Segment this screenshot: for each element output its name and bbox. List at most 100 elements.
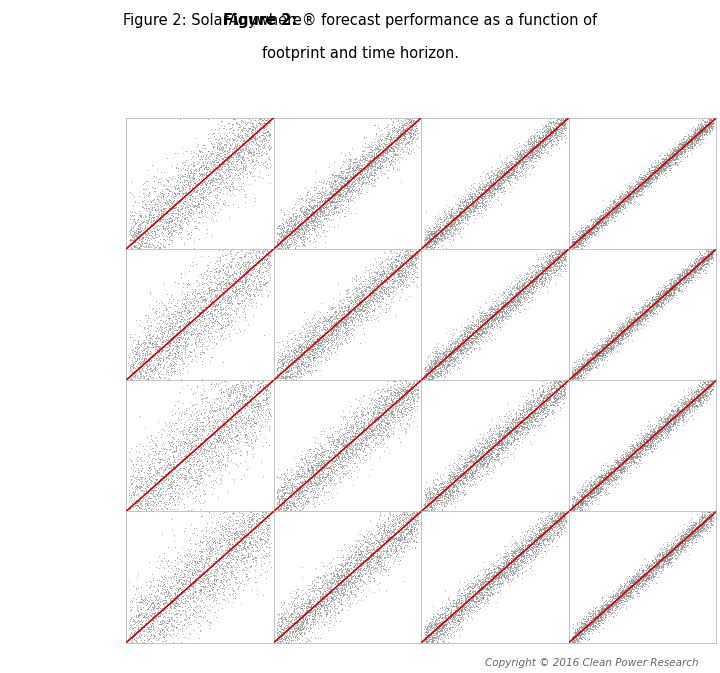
Point [132,226,143,237]
Point [587,219,598,229]
Point [190,440,202,451]
Point [284,240,296,251]
Point [472,456,483,466]
Point [309,470,320,481]
Point [599,340,611,351]
Point [485,180,497,191]
Point [645,177,657,188]
Point [693,128,705,139]
Point [347,180,359,191]
Point [650,293,662,304]
Point [399,123,410,134]
Point [390,398,402,409]
Point [515,537,526,548]
Point [231,539,243,550]
Point [532,145,544,156]
Point [530,143,541,154]
Point [300,481,311,492]
Point [553,511,564,522]
Point [571,243,582,254]
Point [612,201,624,211]
Point [434,369,446,380]
Point [367,409,379,419]
Point [159,592,171,602]
Point [529,269,541,280]
Point [619,455,631,466]
Point [276,370,287,381]
Point [490,423,501,434]
Point [139,367,150,378]
Point [192,618,204,629]
Point [300,619,312,630]
Point [317,444,328,455]
Point [336,584,347,595]
Point [675,396,686,407]
Point [190,315,202,326]
Point [675,411,686,422]
Point [271,630,282,641]
Point [447,211,459,222]
Point [670,282,681,293]
Point [184,316,195,326]
Point [448,595,459,606]
Point [655,553,667,564]
Point [543,523,554,534]
Point [652,559,664,570]
Point [395,384,407,395]
Point [512,543,523,554]
Point [505,169,516,180]
Point [428,501,440,512]
Point [168,217,180,228]
Point [544,135,556,145]
Point [497,435,508,446]
Point [214,553,225,563]
Point [685,393,697,404]
Point [294,483,306,493]
Point [172,576,184,587]
Point [609,596,621,606]
Point [592,482,603,493]
Point [482,321,493,332]
Point [535,389,546,400]
Point [431,229,442,240]
Point [522,284,534,295]
Point [529,547,541,558]
Point [140,592,151,602]
Point [179,469,191,480]
Point [327,192,338,203]
Point [318,462,329,472]
Point [420,355,431,366]
Point [659,422,670,433]
Point [651,301,662,312]
Point [364,277,376,288]
Point [667,289,679,300]
Point [230,572,242,583]
Point [189,586,200,597]
Point [371,169,382,180]
Point [366,568,377,579]
Point [251,525,262,536]
Point [491,580,503,591]
Point [384,532,396,542]
Point [316,593,328,604]
Point [522,158,534,169]
Point [367,180,379,191]
Point [324,311,336,322]
Point [549,118,560,129]
Point [350,290,361,301]
Point [152,205,163,216]
Point [206,546,217,557]
Point [406,512,418,523]
Point [380,564,392,575]
Point [572,498,584,509]
Point [575,370,587,381]
Point [158,472,169,483]
Point [240,549,252,560]
Point [672,144,683,155]
Point [528,412,539,423]
Point [372,536,383,546]
Point [127,210,138,221]
Point [426,623,437,634]
Point [423,481,434,492]
Point [668,409,680,419]
